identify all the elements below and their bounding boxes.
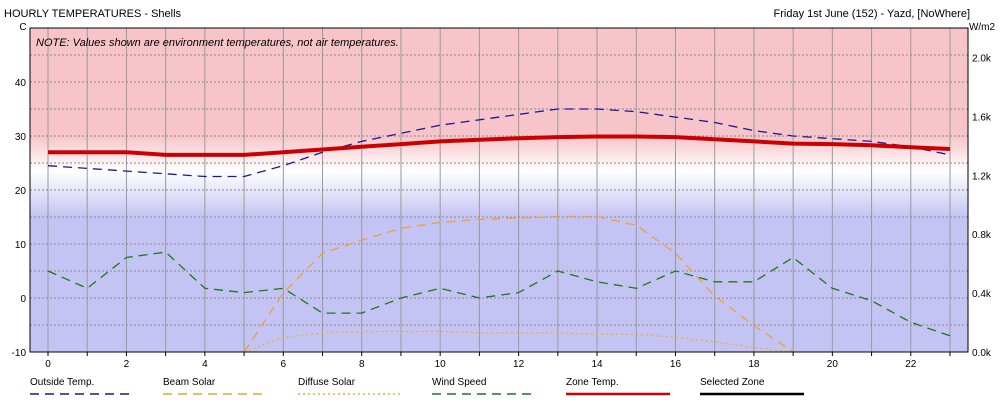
left-tick-label: 10 [15, 240, 27, 251]
legend: Outside Temp. Beam Solar Diffuse Solar Wind… [30, 377, 804, 396]
x-tick-label: 8 [359, 359, 365, 370]
series-layer [47, 108, 951, 353]
chart-note: NOTE: Values shown are environment tempe… [36, 37, 399, 49]
right-axis-ticks: 0.0k 0.4k 0.8k 1.2k 1.6k 2.0k [972, 53, 992, 359]
right-tick-label: 0.4k [972, 289, 992, 300]
x-tick-label: 4 [202, 359, 208, 370]
chart-subtitle: Friday 1st June (152) - Yazd, [NoWhere] [774, 8, 970, 20]
series-line [48, 134, 951, 157]
x-axis-ticks: 0 2 4 6 8 10 12 14 16 18 20 22 [45, 352, 951, 370]
x-tick-label: 14 [591, 359, 603, 370]
series-line [47, 251, 951, 337]
left-tick-label: -10 [12, 348, 27, 359]
left-tick-label: 40 [15, 78, 27, 89]
x-tick-label: 22 [905, 359, 917, 370]
legend-label: Wind Speed [432, 377, 486, 388]
right-axis-unit: W/m2 [969, 22, 996, 33]
left-tick-label: 30 [15, 132, 27, 143]
left-axis-ticks: -10 0 10 20 30 40 [12, 78, 27, 359]
right-tick-label: 1.2k [972, 171, 992, 182]
grid-lines [30, 28, 968, 352]
right-tick-label: 1.6k [972, 112, 992, 123]
x-tick-label: 0 [45, 359, 51, 370]
left-axis-unit: C [19, 22, 26, 33]
x-tick-label: 6 [281, 359, 287, 370]
x-tick-label: 16 [670, 359, 682, 370]
series-line [243, 215, 794, 353]
x-tick-label: 12 [513, 359, 525, 370]
x-tick-label: 20 [827, 359, 839, 370]
legend-label: Beam Solar [163, 377, 216, 388]
x-tick-label: 18 [748, 359, 760, 370]
series-line [243, 330, 794, 353]
legend-label: Zone Temp. [566, 377, 619, 388]
x-tick-label: 10 [435, 359, 447, 370]
right-tick-label: 2.0k [972, 53, 992, 64]
chart-title: HOURLY TEMPERATURES - Shells [4, 8, 182, 20]
right-tick-label: 0.0k [972, 348, 992, 359]
legend-label: Outside Temp. [30, 377, 94, 388]
left-tick-label: 20 [15, 186, 27, 197]
legend-label: Selected Zone [700, 377, 765, 388]
right-tick-label: 0.8k [972, 230, 992, 241]
left-tick-label: 0 [20, 294, 26, 305]
series-line [47, 108, 951, 178]
plot-frame [29, 27, 969, 353]
legend-label: Diffuse Solar [298, 377, 356, 388]
x-tick-label: 2 [124, 359, 130, 370]
